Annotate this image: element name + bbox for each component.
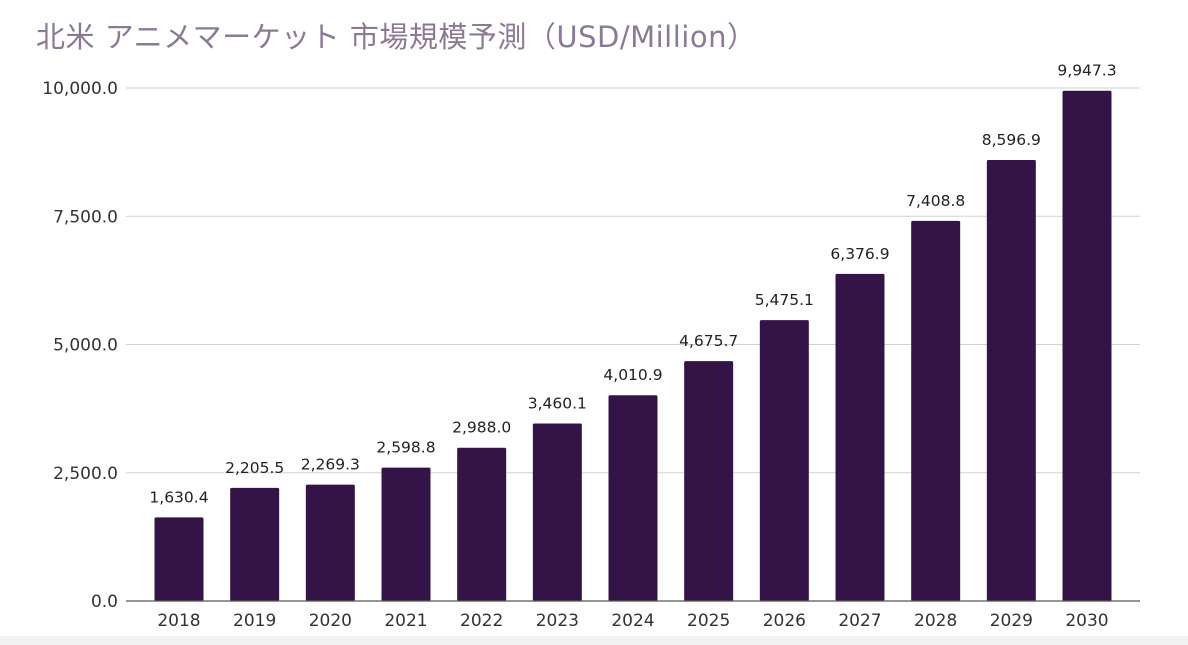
data-label: 2,598.8	[376, 439, 435, 457]
bar	[457, 447, 507, 601]
x-tick-label: 2021	[384, 611, 427, 631]
data-label: 4,675.7	[679, 332, 738, 350]
chart-title: 北米 アニメマーケット 市場規模予測（USD/Million）	[36, 20, 757, 54]
data-label: 3,460.1	[528, 394, 587, 412]
bar	[1062, 90, 1112, 602]
y-tick-label: 0.0	[91, 592, 118, 612]
data-label: 2,205.5	[225, 459, 284, 477]
x-tick-label: 2027	[838, 611, 881, 631]
data-label: 2,269.3	[301, 456, 360, 474]
bar	[911, 220, 961, 601]
bar	[305, 484, 355, 601]
bottom-band	[0, 636, 1188, 645]
bar	[608, 395, 658, 601]
y-tick-label: 10,000.0	[42, 79, 118, 99]
bar	[684, 361, 734, 601]
x-tick-label: 2024	[611, 611, 654, 631]
x-tick-label: 2028	[914, 611, 957, 631]
bar	[835, 273, 885, 601]
data-label: 6,376.9	[830, 245, 889, 263]
data-label: 4,010.9	[603, 366, 662, 384]
y-tick-label: 5,000.0	[53, 336, 118, 356]
x-tick-label: 2026	[763, 611, 806, 631]
x-tick-label: 2030	[1065, 611, 1108, 631]
data-label: 9,947.3	[1057, 62, 1116, 80]
x-tick-label: 2023	[536, 611, 579, 631]
bar	[230, 487, 280, 601]
bar	[986, 159, 1036, 601]
y-tick-label: 7,500.0	[53, 207, 118, 227]
data-label: 5,475.1	[755, 291, 814, 309]
x-tick-label: 2022	[460, 611, 503, 631]
bar	[759, 320, 809, 601]
x-tick-label: 2019	[233, 611, 276, 631]
y-tick-label: 2,500.0	[53, 464, 118, 484]
bar	[381, 467, 431, 601]
x-tick-label: 2029	[990, 611, 1033, 631]
x-tick-label: 2018	[157, 611, 200, 631]
data-label: 1,630.4	[149, 488, 208, 506]
x-tick-label: 2025	[687, 611, 730, 631]
data-label: 2,988.0	[452, 419, 511, 437]
data-label: 7,408.8	[906, 192, 965, 210]
bar	[532, 423, 582, 601]
bar	[154, 517, 204, 601]
data-label: 8,596.9	[982, 131, 1041, 149]
x-tick-label: 2020	[309, 611, 352, 631]
